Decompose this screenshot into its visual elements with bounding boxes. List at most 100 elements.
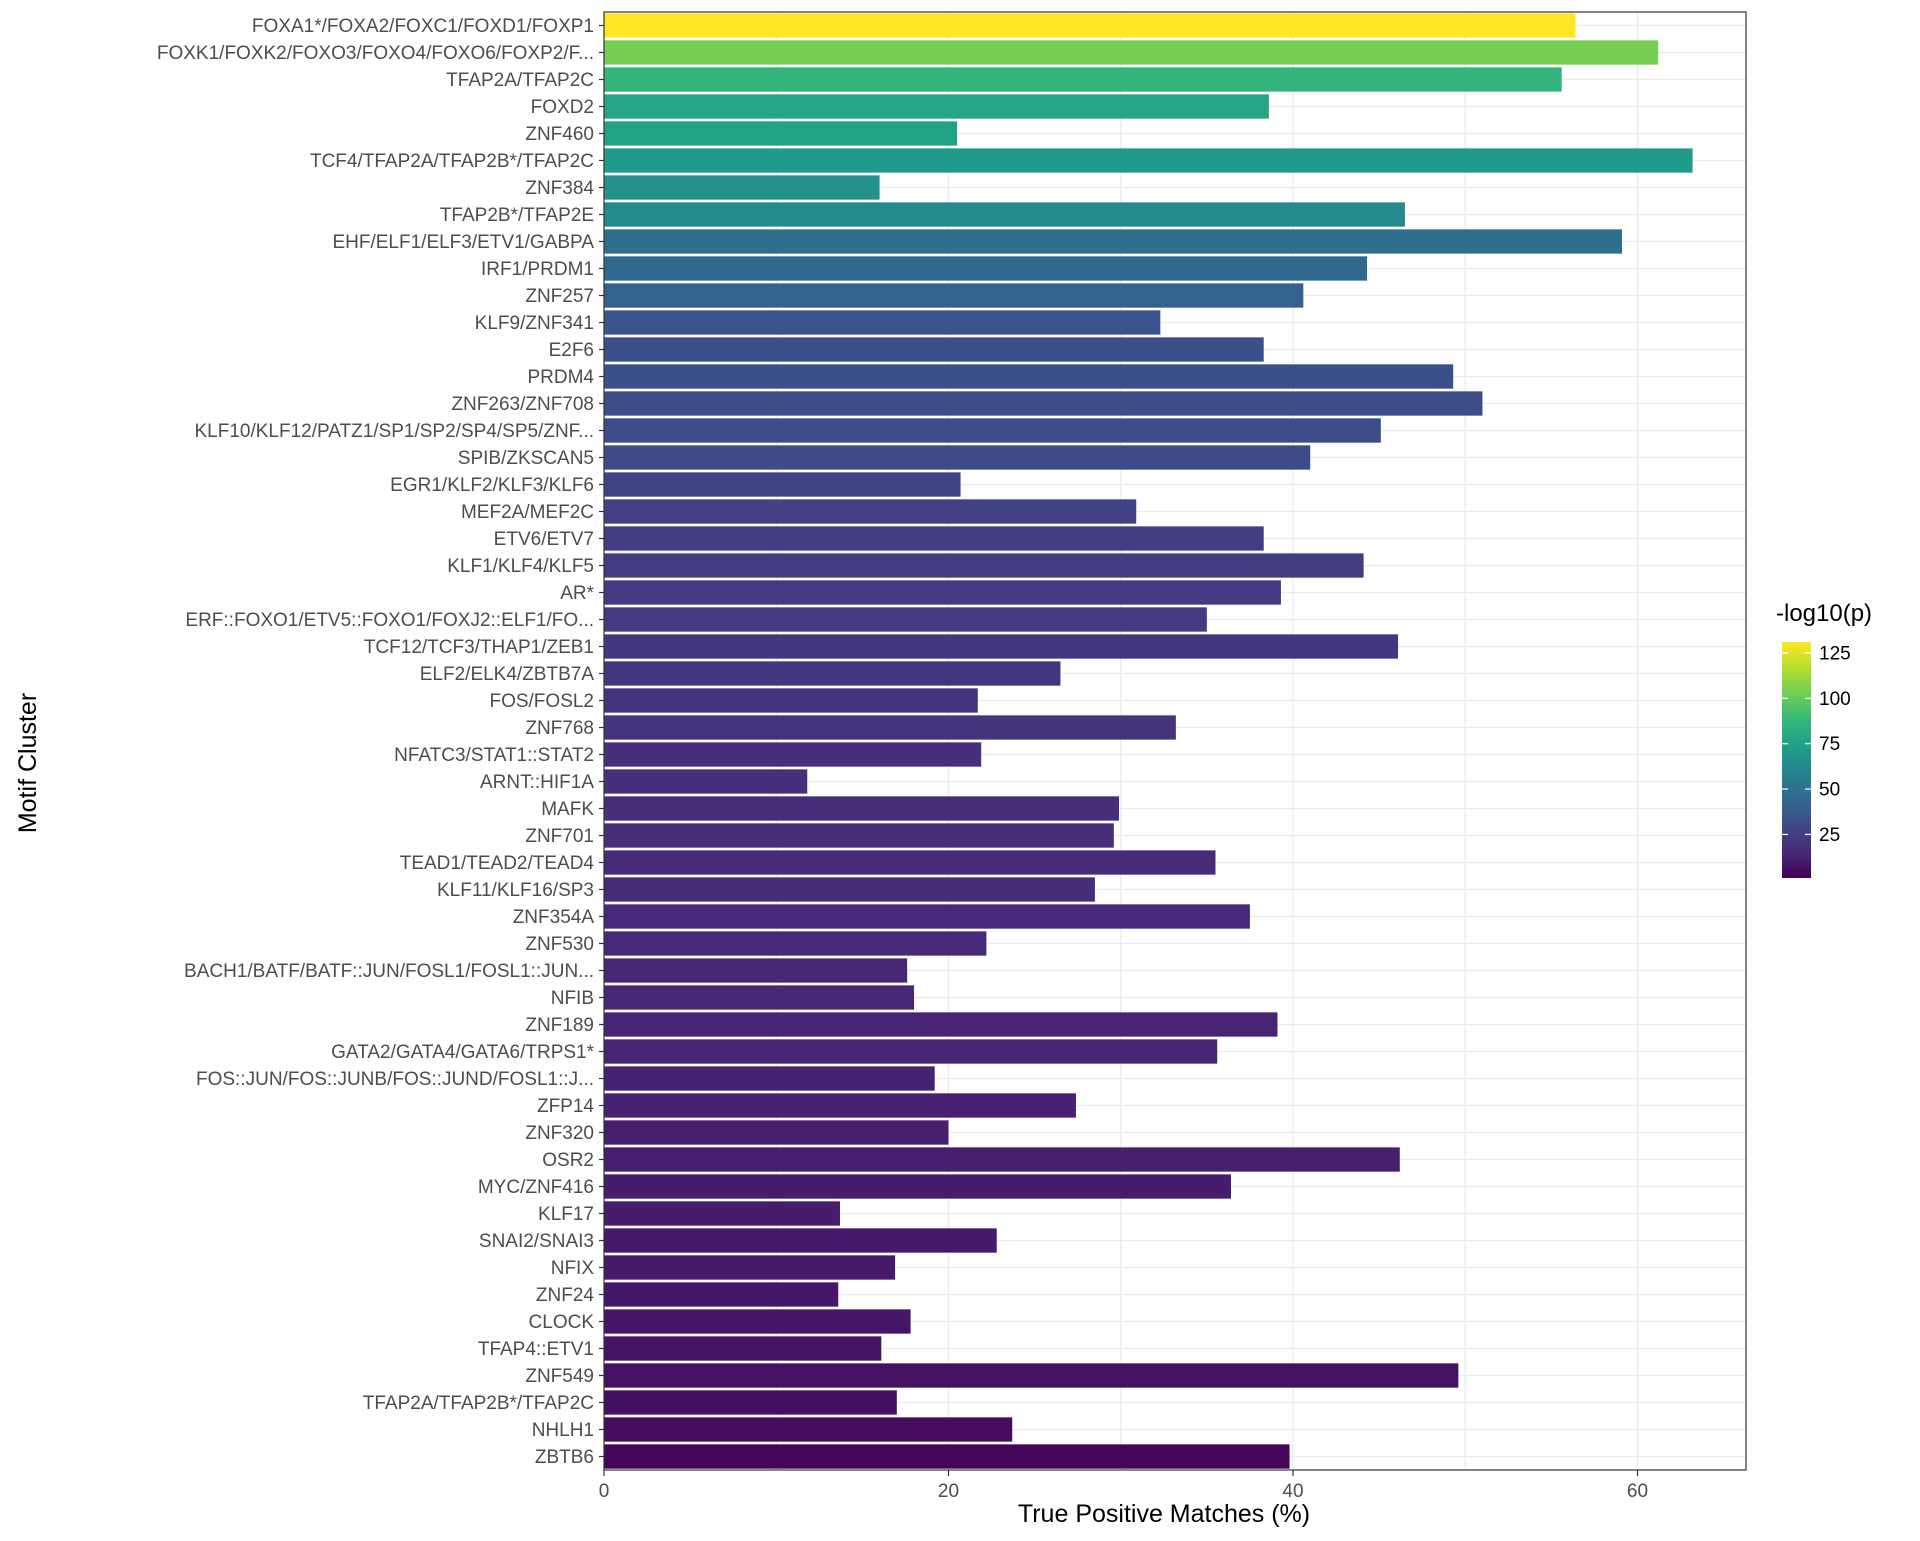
bar xyxy=(604,1309,911,1334)
category-label: ZNF768 xyxy=(525,718,594,739)
category-label: ZBTB6 xyxy=(535,1447,594,1468)
bar xyxy=(604,958,908,983)
plot-panel xyxy=(604,12,1746,1470)
bar xyxy=(604,904,1250,929)
bar xyxy=(604,67,1562,92)
bar xyxy=(604,391,1483,416)
category-label: SPIB/ZKSCAN5 xyxy=(458,448,594,469)
category-label: NFATC3/STAT1::STAT2 xyxy=(394,745,594,766)
category-label: ETV6/ETV7 xyxy=(494,529,594,550)
bar xyxy=(604,256,1368,281)
category-label: E2F6 xyxy=(549,340,594,361)
bar xyxy=(604,13,1576,38)
x-tick-label: 20 xyxy=(938,1481,959,1502)
bar xyxy=(604,553,1364,578)
bar xyxy=(604,526,1264,551)
bar xyxy=(604,580,1281,605)
category-label: ZNF24 xyxy=(536,1285,595,1306)
bar xyxy=(604,229,1622,254)
bar xyxy=(604,661,1061,686)
bar xyxy=(604,1390,897,1415)
category-label: NFIB xyxy=(551,988,594,1009)
category-label: FOXK1/FOXK2/FOXO3/FOXO4/FOXO6/FOXP2/F... xyxy=(157,43,594,64)
bar xyxy=(604,877,1095,902)
category-label: ARNT::HIF1A xyxy=(480,772,594,793)
legend-ticks: 125 100 75 50 25 xyxy=(1782,643,1851,846)
category-label: FOS/FOSL2 xyxy=(489,691,594,712)
bar xyxy=(604,931,987,956)
category-label: MEF2A/MEF2C xyxy=(461,502,594,523)
legend-tick-label: 75 xyxy=(1819,734,1840,755)
bar xyxy=(604,1282,839,1307)
category-label: KLF10/KLF12/PATZ1/SP1/SP2/SP4/SP5/ZNF... xyxy=(194,421,594,442)
legend-tick-label: 25 xyxy=(1819,825,1840,846)
category-label: IRF1/PRDM1 xyxy=(481,259,594,280)
category-label: MYC/ZNF416 xyxy=(478,1177,594,1198)
bar xyxy=(604,1363,1459,1388)
bar xyxy=(604,445,1311,470)
bar xyxy=(604,742,982,767)
bar xyxy=(604,1417,1013,1442)
bar xyxy=(604,1039,1218,1064)
x-tick-label: 60 xyxy=(1627,1481,1648,1502)
category-label: TEAD1/TEAD2/TEAD4 xyxy=(400,853,595,874)
category-label: TFAP2A/TFAP2B*/TFAP2C xyxy=(363,1393,594,1414)
bar xyxy=(604,310,1161,335)
bar xyxy=(604,688,978,713)
legend-colorbar xyxy=(1782,642,1811,878)
x-axis-title: True Positive Matches (%) xyxy=(1018,1500,1310,1528)
bar xyxy=(604,1093,1076,1118)
category-label: FOXD2 xyxy=(531,97,594,118)
bar xyxy=(604,1012,1278,1037)
category-label: AR* xyxy=(560,583,594,604)
category-label: TFAP4::ETV1 xyxy=(478,1339,594,1360)
category-label: MAFK xyxy=(541,799,594,820)
bar xyxy=(604,1174,1231,1199)
x-tick-label: 40 xyxy=(1282,1481,1303,1502)
bar xyxy=(604,634,1399,659)
color-legend: -log10(p) 125 100 75 50 25 xyxy=(1776,600,1872,878)
bars xyxy=(604,13,1693,1469)
category-label: EHF/ELF1/ELF3/ETV1/GABPA xyxy=(332,232,594,253)
category-label: SNAI2/SNAI3 xyxy=(479,1231,594,1252)
category-label: ZNF384 xyxy=(525,178,594,199)
bar xyxy=(604,1120,949,1145)
legend-tick-label: 100 xyxy=(1819,689,1851,710)
category-label: GATA2/GATA4/GATA6/TRPS1* xyxy=(331,1042,595,1063)
category-label: KLF1/KLF4/KLF5 xyxy=(447,556,594,577)
category-label: KLF17 xyxy=(538,1204,594,1225)
bar xyxy=(604,148,1693,173)
category-label: BACH1/BATF/BATF::JUN/FOSL1/FOSL1::JUN... xyxy=(184,961,594,982)
bar xyxy=(604,1444,1290,1469)
bar xyxy=(604,823,1114,848)
category-label: ELF2/ELK4/ZBTB7A xyxy=(420,664,595,685)
bar xyxy=(604,472,961,497)
category-label: NFIX xyxy=(551,1258,595,1279)
category-label: CLOCK xyxy=(529,1312,595,1333)
bar xyxy=(604,40,1659,65)
category-label: FOXA1*/FOXA2/FOXC1/FOXD1/FOXP1 xyxy=(252,16,594,37)
bar xyxy=(604,796,1120,821)
bar xyxy=(604,1201,840,1226)
category-label: EGR1/KLF2/KLF3/KLF6 xyxy=(390,475,594,496)
bar xyxy=(604,337,1264,362)
bar xyxy=(604,1147,1400,1172)
bar xyxy=(604,121,958,146)
category-label: ZNF530 xyxy=(525,934,594,955)
bar xyxy=(604,1066,935,1091)
category-label: ZNF354A xyxy=(513,907,595,928)
bar xyxy=(604,364,1454,389)
x-tick-label: 0 xyxy=(599,1481,610,1502)
legend-tick-label: 50 xyxy=(1819,780,1840,801)
category-label: NHLH1 xyxy=(532,1420,594,1441)
category-label: KLF11/KLF16/SP3 xyxy=(437,880,594,901)
bar xyxy=(604,850,1216,875)
bar xyxy=(604,769,808,794)
bar xyxy=(604,94,1269,119)
category-label: ZNF257 xyxy=(525,286,594,307)
x-axis-ticks: 0 20 40 60 xyxy=(599,1470,1648,1502)
bar xyxy=(604,985,915,1010)
category-label: ZNF320 xyxy=(525,1123,594,1144)
